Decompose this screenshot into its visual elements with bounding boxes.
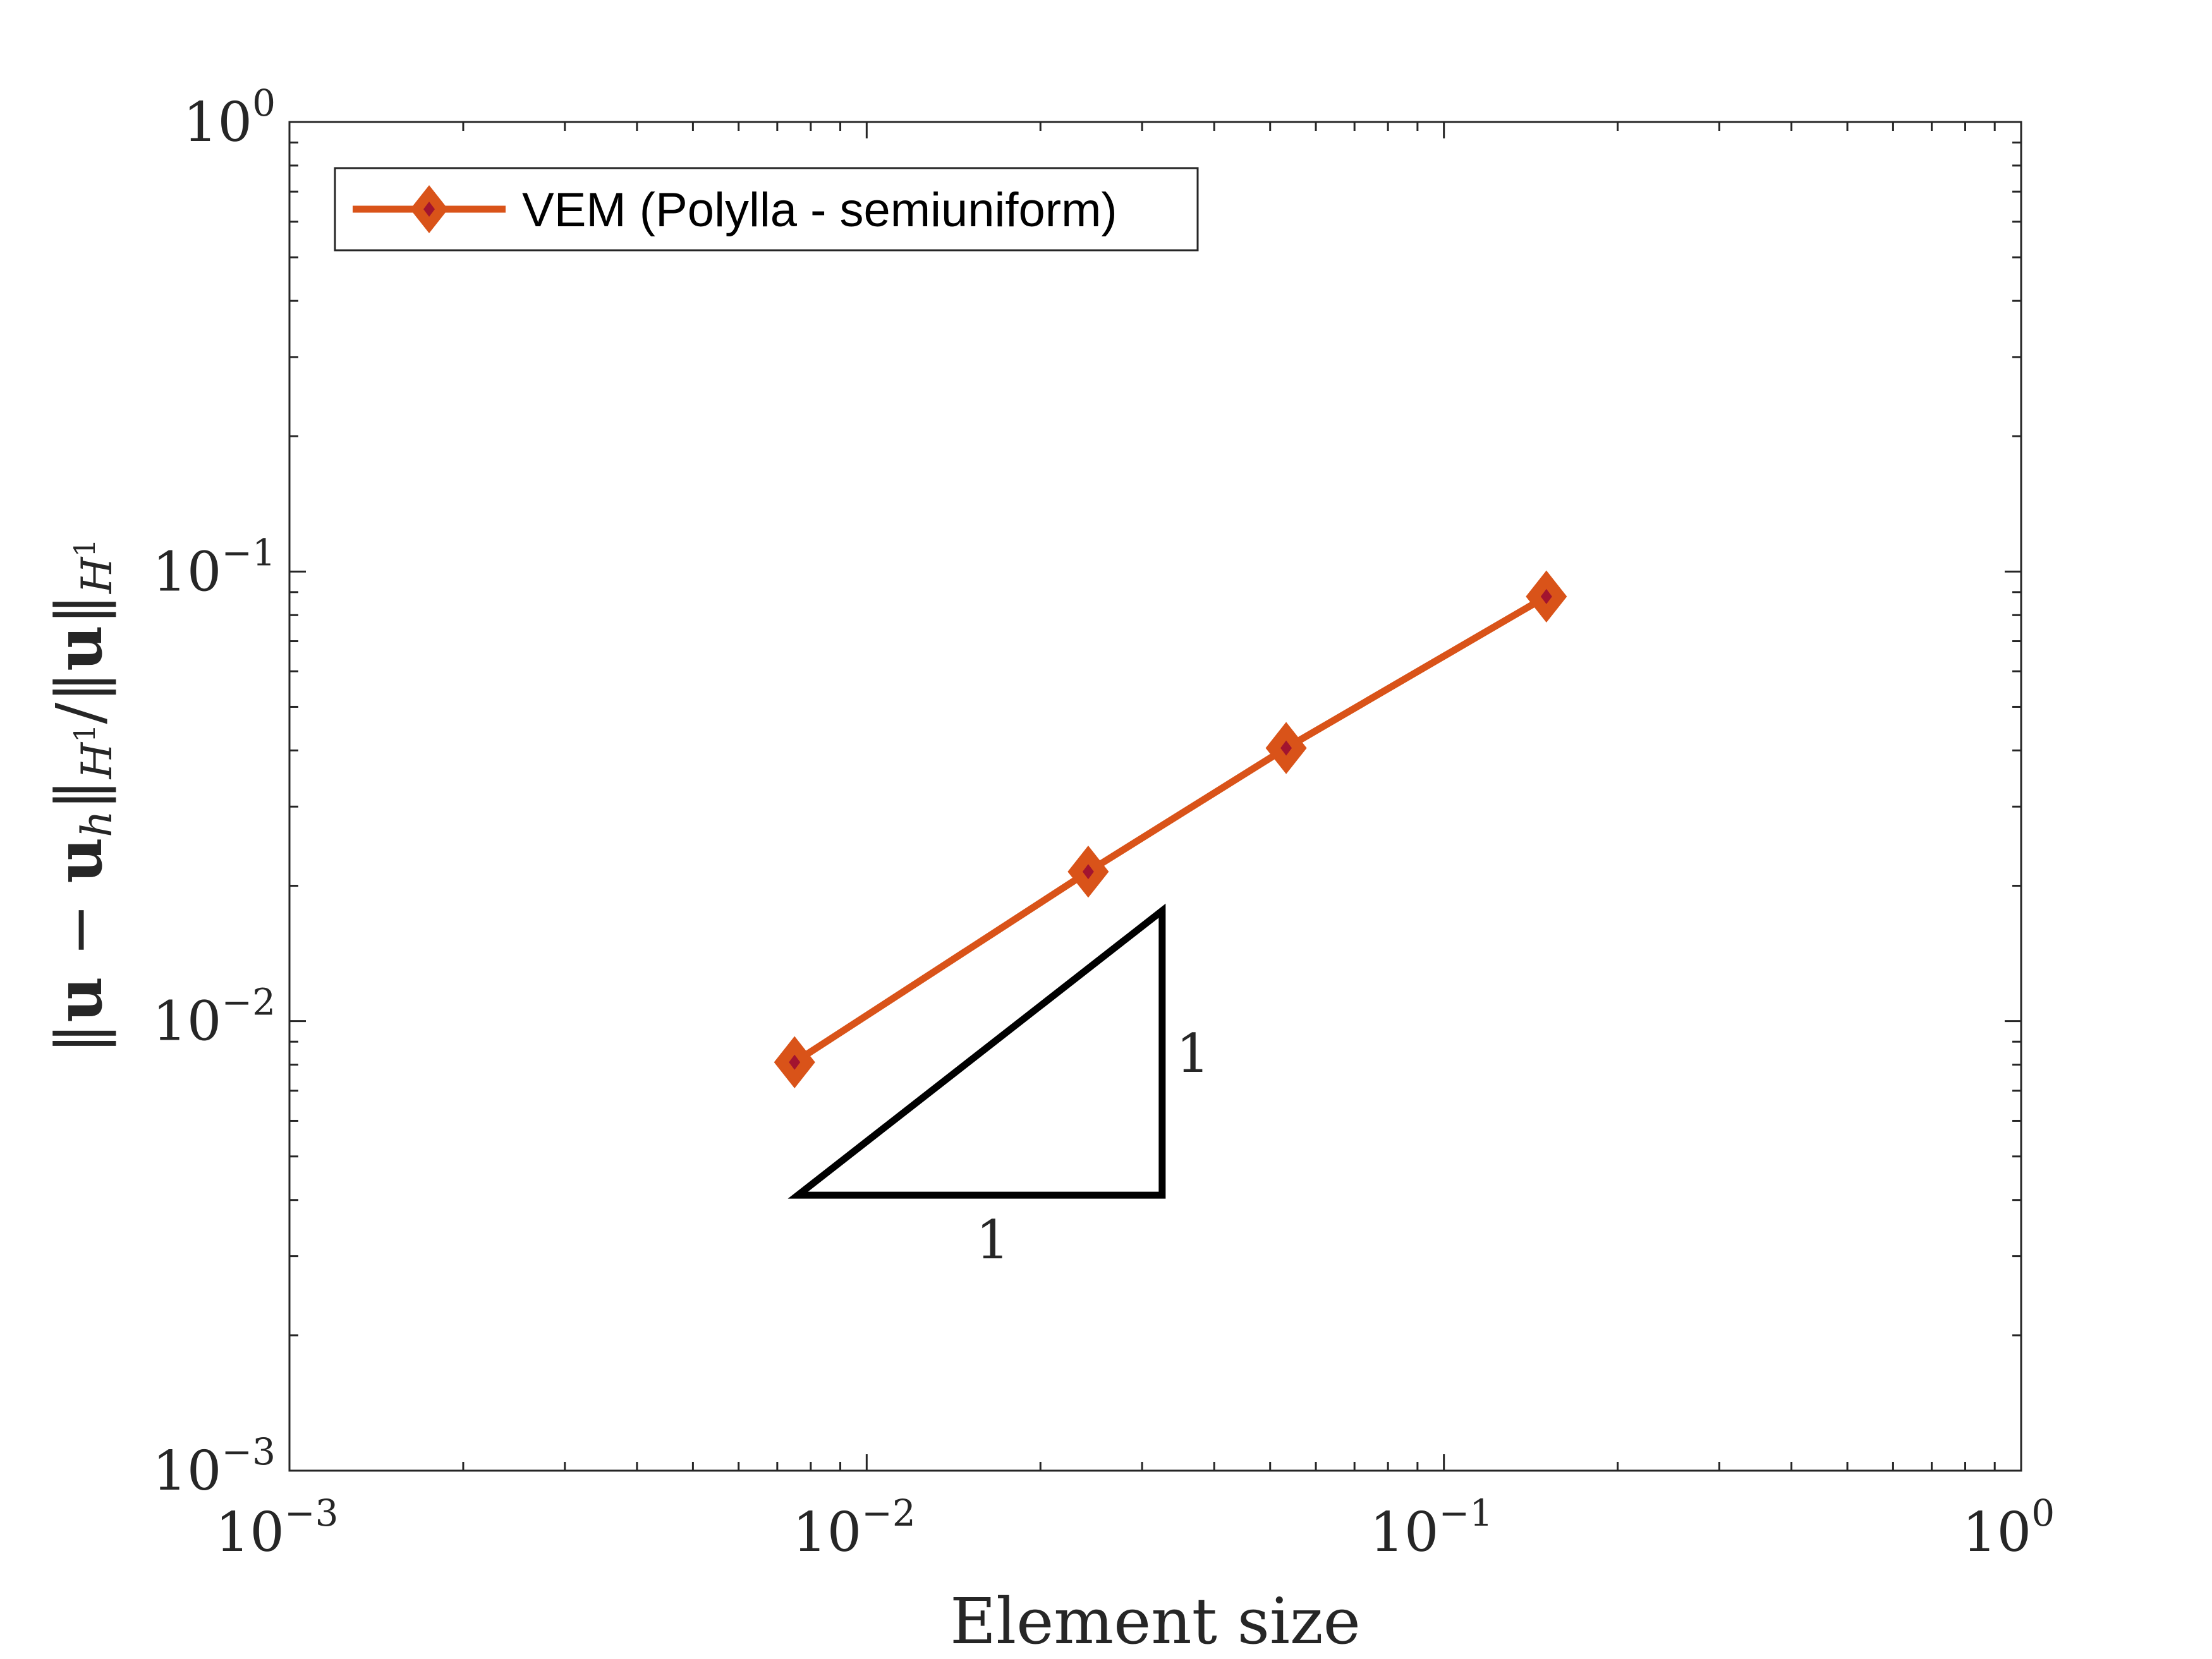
- x-tick-label: 10−3: [216, 1492, 339, 1564]
- data-point-center: [1082, 864, 1094, 880]
- ylabel-sup-1: 1: [68, 724, 102, 743]
- x-tick-label: 10−2: [793, 1492, 916, 1564]
- ylabel-slash: /: [42, 703, 116, 724]
- x-tick-label: 100: [1962, 1492, 2055, 1564]
- ylabel-norm-close-2: ‖: [42, 593, 116, 625]
- x-axis-label: Element size: [950, 1584, 1361, 1658]
- y-tick-label: 10−2: [152, 981, 276, 1054]
- slope-triangle: [787, 903, 1166, 1199]
- y-tick-label: 100: [183, 82, 276, 154]
- ylabel-norm-close: ‖: [42, 779, 116, 810]
- slope-horizontal-label: 1: [976, 1209, 1009, 1271]
- ylabel-minus: −: [42, 884, 116, 976]
- ylabel-sup-1-2: 1: [68, 538, 102, 557]
- slope-vertical-label: 1: [1176, 1023, 1210, 1085]
- ylabel-u: u: [42, 976, 116, 1023]
- ylabel-sub-H: H: [73, 741, 121, 779]
- y-tick-label: 10−1: [152, 531, 276, 604]
- series-layer: [774, 570, 1567, 1088]
- legend-entry-label: VEM (Polylla - semiuniform): [522, 183, 1117, 237]
- y-axis-label: ‖u − uh‖H1/‖u‖H1: [42, 538, 121, 1054]
- series-line: [793, 593, 1548, 1066]
- minor-ticks: [289, 122, 2021, 1471]
- data-point-center: [1540, 588, 1552, 604]
- ylabel-sub-H-2: H: [73, 556, 121, 594]
- svg-text:‖u − uh‖H1/‖u‖H1: ‖u − uh‖H1/‖u‖H1: [42, 538, 121, 1054]
- legend-marker-center: [423, 202, 435, 217]
- data-point-center: [1280, 740, 1292, 756]
- ylabel-norm-open-2: ‖: [42, 671, 116, 703]
- slope-triangle-shape: [787, 903, 1166, 1199]
- ylabel-norm-open: ‖: [42, 1023, 116, 1054]
- legend: VEM (Polylla - semiuniform): [334, 167, 1199, 252]
- ylabel-sub-h: h: [73, 810, 121, 837]
- ylabel-u-h: u: [42, 837, 116, 884]
- x-tick-label: 10−1: [1370, 1492, 1493, 1564]
- ylabel-u-2: u: [42, 625, 116, 671]
- x-tick-labels: 10−3 10−2 10−1 100: [216, 1492, 2055, 1564]
- plot-area-frame: [288, 121, 2022, 1472]
- y-tick-labels: 10−3 10−2 10−1 100: [152, 82, 276, 1503]
- data-point-center: [789, 1054, 801, 1070]
- y-tick-label: 10−3: [152, 1430, 276, 1503]
